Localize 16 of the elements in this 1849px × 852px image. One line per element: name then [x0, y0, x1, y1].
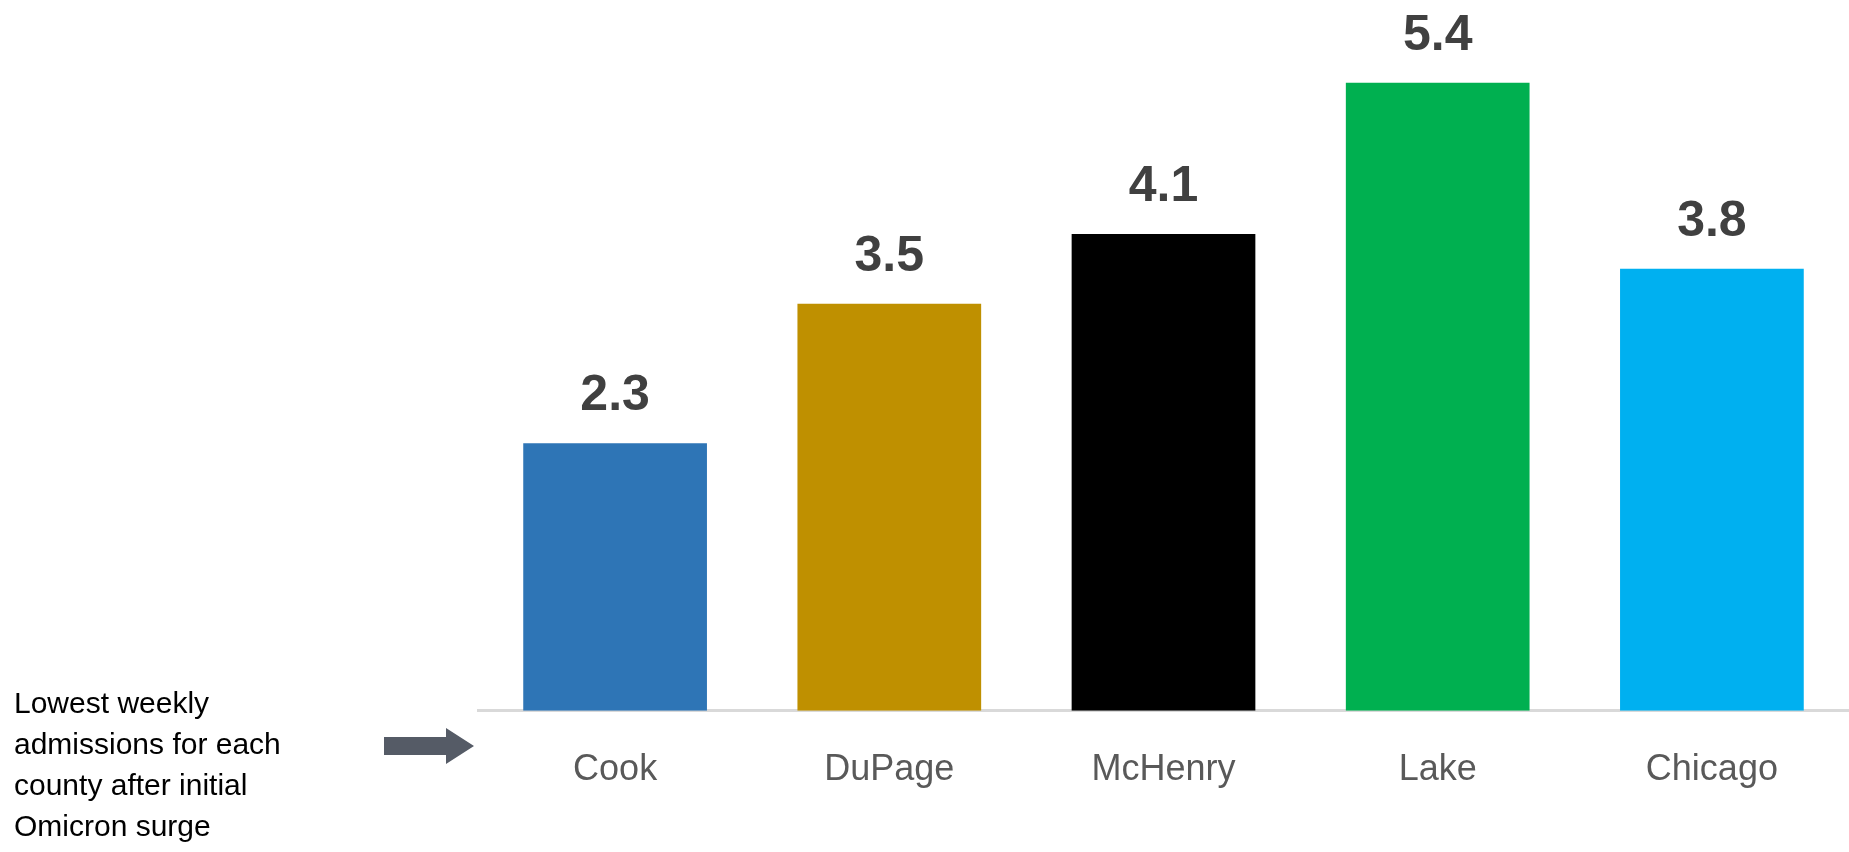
bar — [1345, 82, 1530, 711]
data-label: 5.4 — [1402, 4, 1473, 61]
bar — [1620, 268, 1804, 711]
x-tick-label: McHenry — [1091, 747, 1236, 789]
data-label: 4.1 — [1128, 155, 1199, 212]
bar — [797, 303, 982, 711]
x-tick-label: Chicago — [1645, 747, 1778, 789]
data-label: 2.3 — [580, 365, 650, 422]
data-label: 3.5 — [854, 225, 925, 282]
x-tick-label: Lake — [1398, 747, 1477, 789]
bar — [1071, 233, 1256, 711]
x-tick-label: DuPage — [824, 747, 955, 789]
text: Lowest weekly admissions for each county after initial Omicron surge — [14, 685, 282, 844]
bar — [523, 443, 707, 711]
data-label: 3.8 — [1677, 190, 1747, 247]
x-tick-label: Cook — [573, 747, 659, 789]
